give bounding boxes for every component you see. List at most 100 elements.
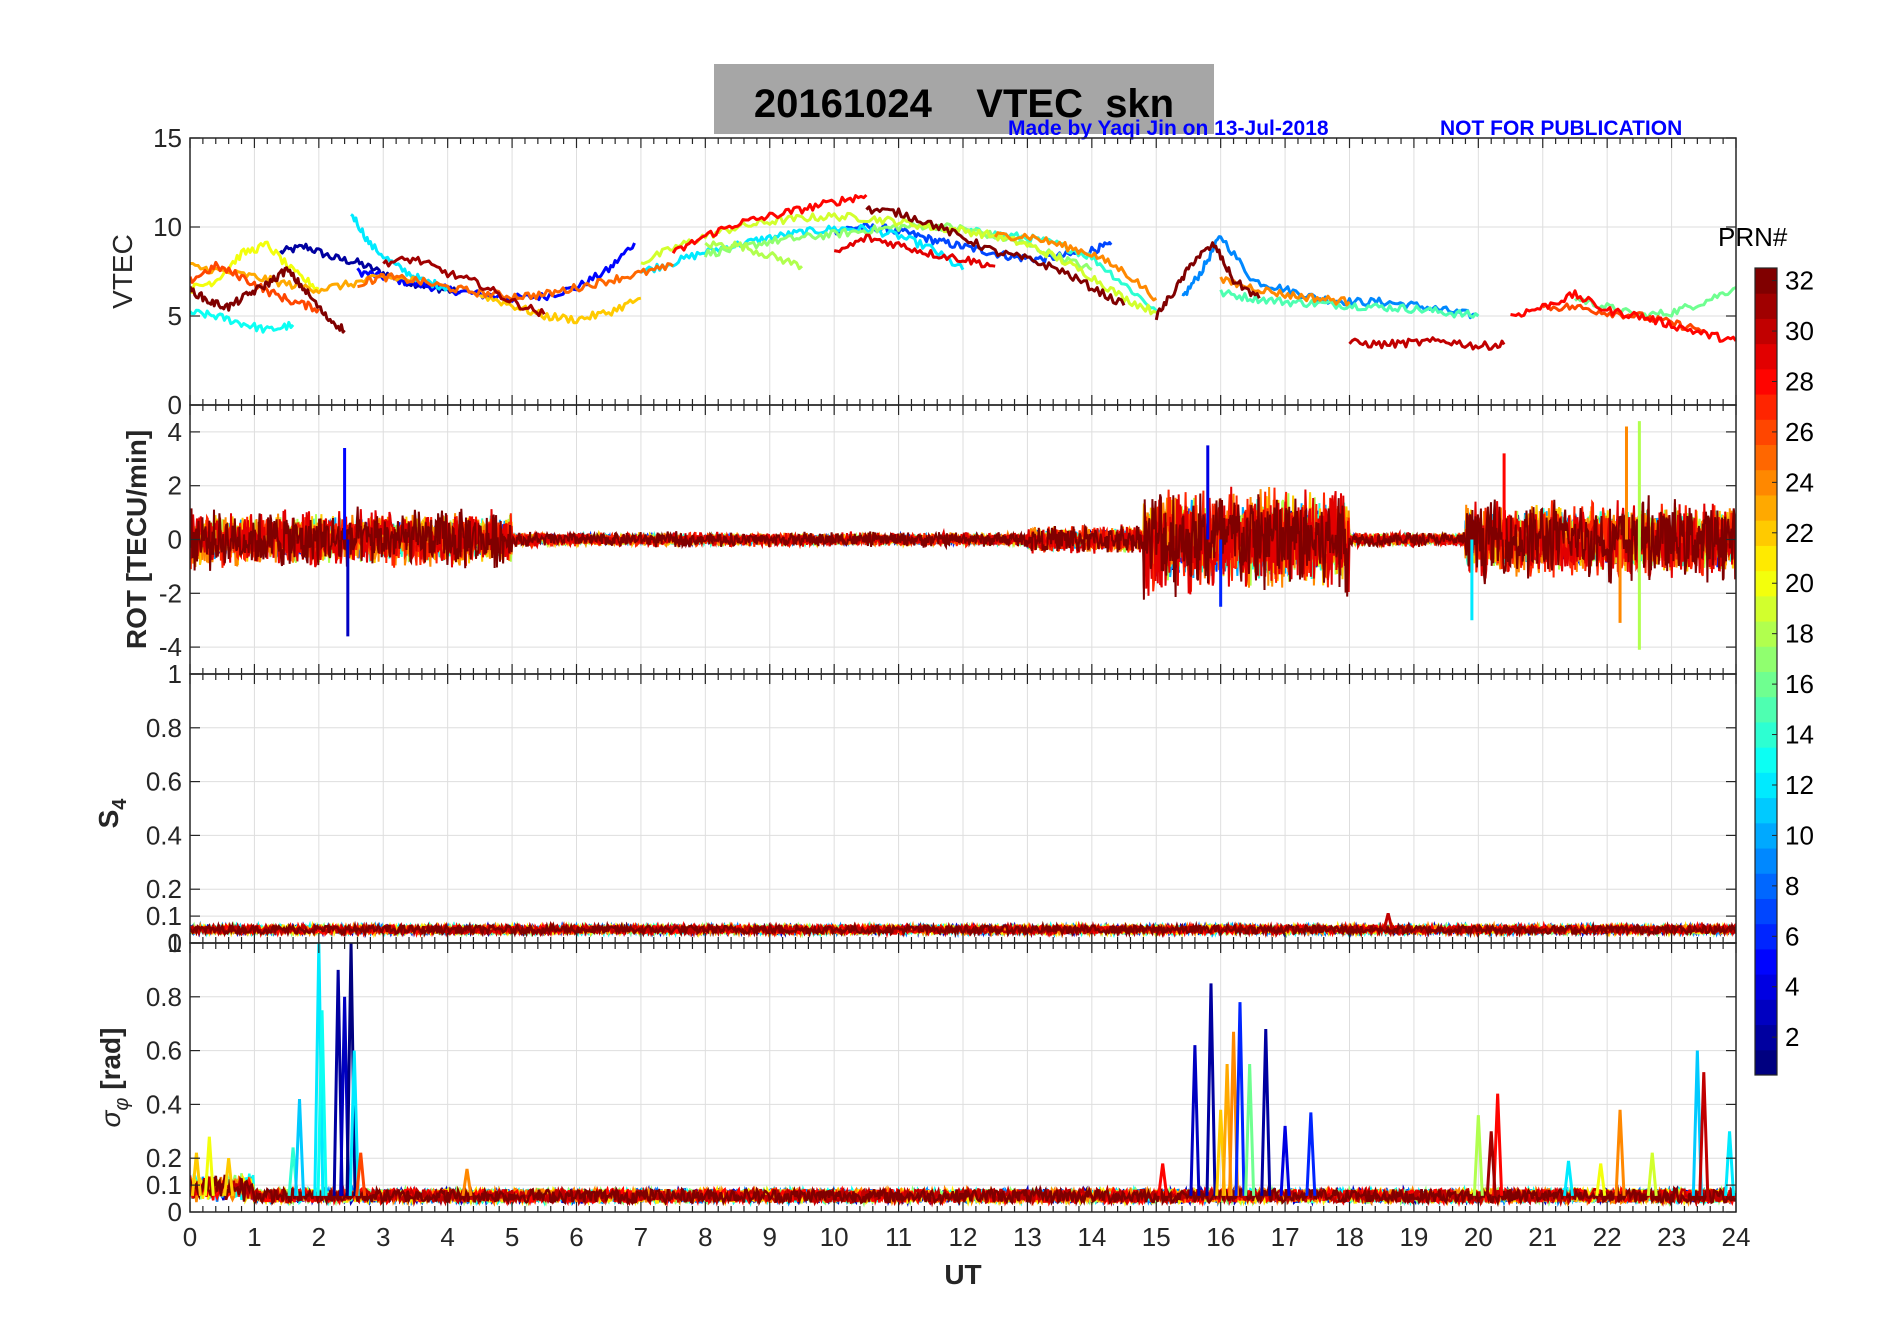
- y-tick-label: 0.2: [146, 874, 182, 904]
- colorbar-tick-label: 20: [1785, 568, 1814, 598]
- y-tick-label: 4: [168, 417, 182, 447]
- x-tick-label: 12: [949, 1222, 978, 1252]
- spike-mark: [1614, 1109, 1626, 1196]
- spike-mark: [203, 1136, 215, 1196]
- x-tick-label: 14: [1077, 1222, 1106, 1252]
- colorbar-segment: [1755, 394, 1777, 420]
- x-tick-label: 1: [247, 1222, 261, 1252]
- vtec-series-prn-32: [190, 266, 346, 334]
- vtec-series-prn-32: [865, 205, 1126, 306]
- spike-mark: [1279, 1125, 1291, 1196]
- y-axis-label: σφ [rad]: [95, 1028, 133, 1128]
- y-tick-label: 1: [168, 659, 182, 689]
- spike-mark: [1305, 1112, 1317, 1196]
- colorbar-segment: [1755, 318, 1777, 345]
- vtec-series-prn-17: [703, 221, 1093, 271]
- colorbar-segment: [1755, 444, 1777, 471]
- colorbar-segment: [1755, 520, 1777, 546]
- colorbar-segment: [1755, 747, 1777, 773]
- colorbar-segment: [1755, 721, 1777, 748]
- y-tick-label: 15: [153, 123, 182, 153]
- colorbar-segment: [1755, 848, 1777, 874]
- x-axis-label: UT: [944, 1259, 981, 1290]
- spike-mark: [313, 943, 325, 1196]
- x-tick-label: 5: [505, 1222, 519, 1252]
- colorbar-tick-label: 32: [1785, 266, 1814, 296]
- x-tick-label: 2: [312, 1222, 326, 1252]
- vtec-series-prn-29: [833, 233, 996, 269]
- y-tick-label: 0: [168, 1197, 182, 1227]
- colorbar-segment: [1755, 873, 1777, 899]
- colorbar-segment: [1755, 595, 1777, 622]
- vtec-series-prn-13: [190, 308, 295, 334]
- colorbar-segment: [1755, 923, 1777, 950]
- y-axis-label: ROT [TECU/min]: [121, 430, 152, 649]
- y-tick-label: 0.8: [146, 713, 182, 743]
- colorbar-tick-label: 12: [1785, 770, 1814, 800]
- y-tick-label: 0.6: [146, 767, 182, 797]
- x-tick-label: 11: [885, 1222, 912, 1252]
- notice-text: NOT FOR PUBLICATION: [1440, 117, 1682, 140]
- colorbar-segment: [1755, 343, 1777, 370]
- y-tick-label: 0: [168, 525, 182, 555]
- x-tick-label: 6: [569, 1222, 583, 1252]
- s4-series-prn-32: [190, 920, 1736, 939]
- colorbar-tick-label: 2: [1785, 1022, 1799, 1052]
- spike-mark: [1646, 1152, 1658, 1196]
- colorbar-segment: [1755, 797, 1777, 824]
- colorbar-tick-label: 14: [1785, 720, 1814, 750]
- spike-mark: [1595, 1163, 1607, 1197]
- y-tick-label: 0: [168, 928, 182, 958]
- y-axis-label: VTEC: [107, 234, 138, 309]
- vtec-series-prn-31: [382, 255, 546, 318]
- y-tick-label: 0.6: [146, 1036, 182, 1066]
- colorbar-segment: [1755, 999, 1777, 1026]
- x-tick-label: 15: [1142, 1222, 1171, 1252]
- colorbar-tick-label: 30: [1785, 316, 1814, 346]
- y-tick-label: 5: [168, 301, 182, 331]
- vtec-series-prn-30: [1348, 336, 1506, 351]
- y-tick-label: 0: [168, 390, 182, 420]
- colorbar-tick-label: 22: [1785, 518, 1814, 548]
- colorbar-segment: [1755, 772, 1777, 799]
- colorbar-segment: [1755, 469, 1777, 496]
- x-tick-label: 19: [1399, 1222, 1428, 1252]
- colorbar-segment: [1755, 621, 1777, 647]
- x-tick-label: 18: [1335, 1222, 1364, 1252]
- colorbar-segment: [1755, 419, 1777, 446]
- colorbar-tick-label: 18: [1785, 619, 1814, 649]
- x-tick-label: 7: [634, 1222, 648, 1252]
- ticks: [189, 137, 1737, 406]
- x-tick-label: 17: [1271, 1222, 1300, 1252]
- spike-mark: [1698, 1072, 1710, 1196]
- vtec-series-prn-19: [640, 211, 1157, 316]
- data-lines: [190, 943, 1736, 1208]
- panel-3: 00.10.2 0.4 0.6 0.8 1 S4: [93, 659, 1737, 958]
- spike-mark: [461, 1168, 473, 1197]
- colorbar-segment: [1755, 671, 1777, 698]
- spike-mark: [1563, 1160, 1575, 1197]
- colorbar-label: PRN#: [1718, 222, 1788, 252]
- x-tick-label: 0: [183, 1222, 197, 1252]
- panel-1: 0 5 10 15 VTEC: [107, 123, 1737, 420]
- vtec-series-prn-28: [671, 193, 868, 254]
- colorbar-segment: [1755, 570, 1777, 597]
- spike-mark: [1157, 1163, 1169, 1197]
- y-tick-label: 1: [168, 928, 182, 958]
- ticks: [189, 942, 1737, 1213]
- vtec-series-prn-26: [190, 260, 321, 314]
- colorbar-segment: [1755, 898, 1777, 925]
- vtec-series-prn-20: [190, 240, 320, 294]
- vtec-series-prn-12: [350, 213, 449, 292]
- spike-mark: [1485, 1131, 1497, 1196]
- colorbar-segment: [1755, 696, 1777, 723]
- spike-mark: [223, 1158, 235, 1197]
- colorbar-segment: [1755, 822, 1777, 849]
- spike-mark: [1234, 1002, 1246, 1196]
- y-tick-label: 10: [153, 212, 182, 242]
- colorbar-segment: [1755, 545, 1777, 572]
